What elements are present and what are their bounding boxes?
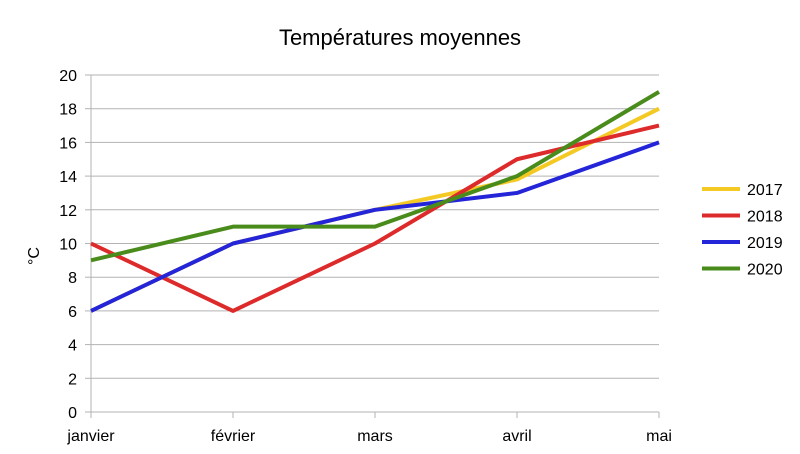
chart-title: Températures moyennes xyxy=(279,25,521,50)
y-tick-label: 4 xyxy=(68,338,77,355)
y-tick-label: 14 xyxy=(59,169,77,186)
y-tick-label: 20 xyxy=(59,68,77,85)
y-tick-label: 8 xyxy=(68,270,77,287)
series-line-2019 xyxy=(90,140,660,313)
x-tick-label: février xyxy=(211,428,256,445)
y-tick-label: 12 xyxy=(59,203,77,220)
series-line-2020 xyxy=(90,90,661,263)
legend: 2017 2018 2019 2020 xyxy=(702,182,783,279)
legend-label-2018: 2018 xyxy=(747,209,783,226)
y-tick-label: 6 xyxy=(68,304,77,321)
y-tick-label: 10 xyxy=(59,237,77,254)
y-tick-label: 2 xyxy=(68,371,77,388)
legend-label-2020: 2020 xyxy=(747,262,783,279)
y-tick-label: 18 xyxy=(59,102,77,119)
y-tick-label: 16 xyxy=(59,135,77,152)
series-lines xyxy=(90,90,661,313)
y-tick-label: 0 xyxy=(68,405,77,422)
x-tick-label: mai xyxy=(646,428,672,445)
x-tick-label: mars xyxy=(357,428,393,445)
x-tick-label: janvier xyxy=(66,428,115,445)
y-axis-label: °C xyxy=(26,247,43,265)
tick-labels: 0 2 4 6 8 10 12 14 16 18 20 janvier février mars avril… xyxy=(59,68,672,445)
legend-label-2017: 2017 xyxy=(747,182,783,199)
legend-label-2019: 2019 xyxy=(747,235,783,252)
x-tick-label: avril xyxy=(502,428,531,445)
